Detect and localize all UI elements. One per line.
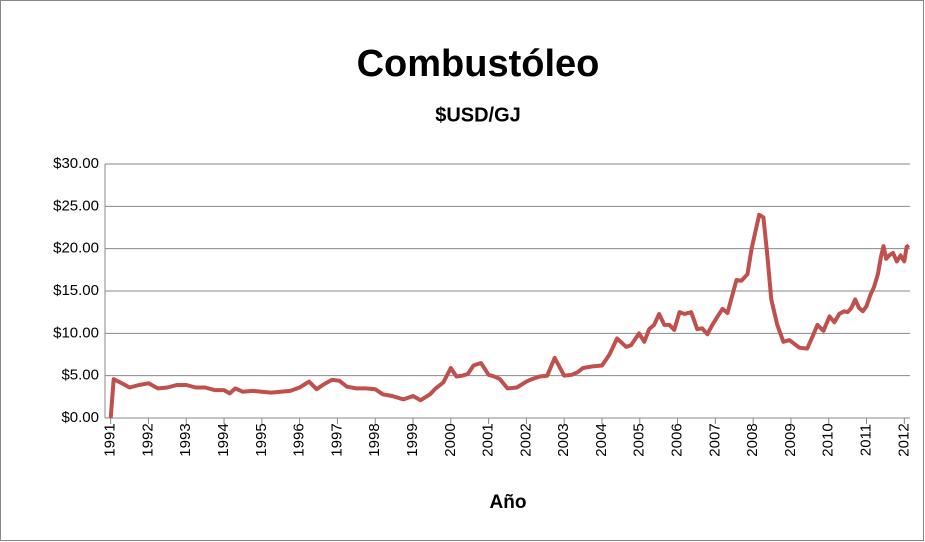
x-tick-label: 2010 [820,423,837,456]
y-tick-label: $25.00 [53,197,99,214]
x-tick-label: 1997 [328,423,345,456]
x-tick-label: 2006 [669,423,686,456]
data-line [108,212,911,419]
x-tick-label: 1996 [291,423,308,456]
x-tick-label: 2007 [706,423,723,456]
x-tick-label: 2004 [593,423,610,456]
y-tick-label: $30.00 [53,155,99,172]
x-axis-label: Año [490,492,527,513]
x-tick-label: 2008 [744,423,761,456]
x-tick-label: 1991 [102,423,119,456]
y-tick-label: $20.00 [53,240,99,257]
chart-subtitle: $USD/GJ [435,104,521,126]
x-tick-label: 1994 [215,423,232,456]
x-tick-label: 2003 [555,423,572,456]
x-tick-label: 2001 [480,423,497,456]
x-tick-label: 2011 [858,424,875,456]
x-tick-label: 1998 [366,423,383,456]
x-tick-label: 1992 [139,423,156,456]
y-tick-label: $10.00 [53,324,99,341]
x-tick-label: 1995 [253,423,270,456]
y-tick-label: $15.00 [53,282,99,299]
x-tick-label: 2000 [442,423,459,456]
x-tick-label: 2002 [517,423,534,456]
y-tick-label: $0.00 [61,409,99,426]
x-tick-label: 2009 [782,423,799,456]
x-tick-label: 2005 [631,423,648,456]
x-tick-label: 1999 [404,423,421,456]
x-tick-label: 2012 [895,423,912,456]
chart-title: Combustóleo [357,43,600,85]
x-tick-label: 1993 [177,423,194,456]
y-tick-label: $5.00 [61,367,99,384]
